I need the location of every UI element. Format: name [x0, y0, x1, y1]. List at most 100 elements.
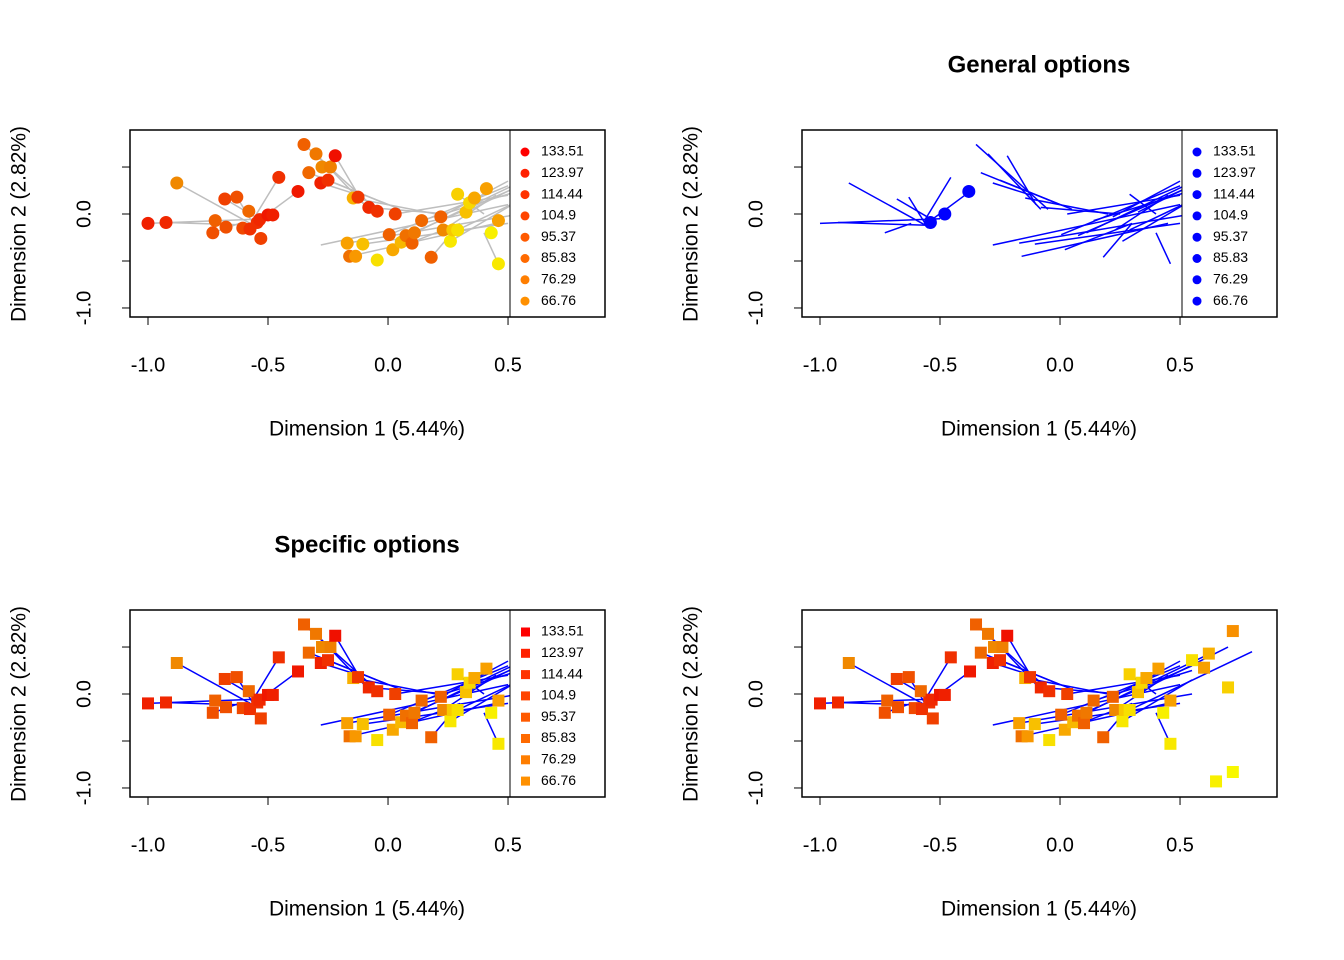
point: [291, 184, 305, 198]
x-tick-label: -1.0: [131, 354, 165, 376]
point: [436, 223, 450, 237]
point: [492, 694, 505, 707]
legend-label: 76.29: [1213, 271, 1248, 287]
point: [298, 618, 311, 631]
x-axis-label: Dimension 1 (5.44%): [941, 418, 1137, 441]
point: [923, 215, 937, 229]
point: [329, 629, 342, 642]
point: [302, 166, 316, 180]
segment: [848, 182, 926, 226]
legend-symbol: [521, 734, 530, 743]
point: [437, 703, 450, 716]
legend-label: 85.83: [1213, 249, 1248, 265]
point: [1001, 629, 1014, 642]
point: [349, 249, 363, 263]
legend-symbol: [521, 776, 530, 786]
point: [468, 672, 481, 685]
segment: [975, 143, 1049, 210]
point: [1157, 706, 1170, 719]
legend-label: 66.76: [541, 772, 576, 788]
point: [242, 204, 256, 218]
point: [341, 717, 354, 730]
x-axis-label: Dimension 1 (5.44%): [269, 898, 465, 921]
point: [434, 690, 447, 703]
legend-symbol: [521, 627, 530, 637]
point: [297, 137, 311, 151]
point: [451, 223, 465, 237]
segment: [924, 176, 952, 220]
point: [962, 184, 976, 198]
point: [266, 208, 280, 222]
legend-symbol: [520, 232, 530, 242]
point: [383, 708, 396, 721]
panel-title: General options: [948, 51, 1131, 78]
segment: [896, 198, 931, 220]
x-axis-label: Dimension 1 (5.44%): [269, 418, 465, 441]
segment: [347, 213, 521, 244]
point: [415, 214, 429, 228]
point: [340, 236, 354, 250]
point: [994, 654, 1007, 667]
point: [219, 220, 233, 234]
x-tick-label: 0.5: [494, 354, 522, 376]
y-axis-label: Dimension 2 (2.82%): [680, 606, 703, 802]
point: [253, 693, 266, 706]
legend-label: 57.22: [541, 793, 576, 809]
point: [408, 706, 421, 719]
point: [218, 672, 231, 685]
point: [460, 686, 473, 699]
point: [492, 737, 505, 750]
point: [1140, 672, 1153, 685]
x-tick-label: -1.0: [131, 834, 165, 856]
point: [1202, 647, 1215, 660]
point: [443, 234, 457, 248]
legend-symbol: [1192, 211, 1202, 221]
y-tick-label: 0.0: [745, 680, 767, 708]
point: [1013, 717, 1026, 730]
point: [1152, 662, 1165, 675]
point: [405, 236, 419, 250]
panel: Dimension 1 (5.44%) Dimension 2 (2.82%) -1…: [8, 126, 606, 441]
point: [1123, 668, 1136, 681]
plot-frame: [129, 129, 606, 318]
point: [996, 641, 1009, 654]
point: [254, 231, 268, 245]
legend-symbol: [521, 755, 530, 765]
segment: [1067, 194, 1181, 215]
panel: General options Dimension 1 (5.44%) Dimens…: [680, 51, 1278, 441]
segment: [987, 153, 1042, 210]
segment: [1122, 199, 1193, 242]
legend-label: 133.51: [1213, 143, 1256, 159]
point: [1116, 715, 1129, 728]
legend-label: 57.22: [1213, 313, 1248, 329]
y-tick-label: -1.0: [745, 771, 767, 805]
point: [371, 734, 384, 747]
point: [451, 668, 464, 681]
point: [272, 651, 285, 664]
point: [230, 671, 243, 684]
legend: 133.51 123.97 114.44 104.9 95.37 85.83 76.29 66…: [1181, 130, 1277, 329]
plot-area: 133.51 123.97 114.44 104.9 95.37 85.83 76.29 66…: [141, 130, 605, 329]
point: [485, 706, 498, 719]
point: [407, 226, 421, 240]
point: [321, 173, 335, 187]
legend-symbol: [1192, 254, 1202, 263]
point: [218, 192, 232, 206]
point: [1210, 775, 1223, 788]
y-tick-label: 0.0: [73, 680, 95, 708]
point: [272, 170, 286, 184]
point: [254, 712, 267, 725]
point: [206, 226, 220, 240]
point: [890, 672, 903, 685]
point: [451, 703, 464, 716]
legend-label: 85.83: [541, 249, 576, 265]
legend-label: 57.22: [541, 313, 576, 329]
legend-label: 123.97: [1213, 164, 1256, 180]
legend-symbol: [1192, 190, 1202, 200]
legend-symbol: [520, 254, 530, 263]
x-tick-label: -0.5: [251, 354, 285, 376]
point: [242, 685, 255, 698]
point: [1015, 730, 1028, 743]
point: [938, 688, 951, 701]
point: [352, 671, 365, 684]
